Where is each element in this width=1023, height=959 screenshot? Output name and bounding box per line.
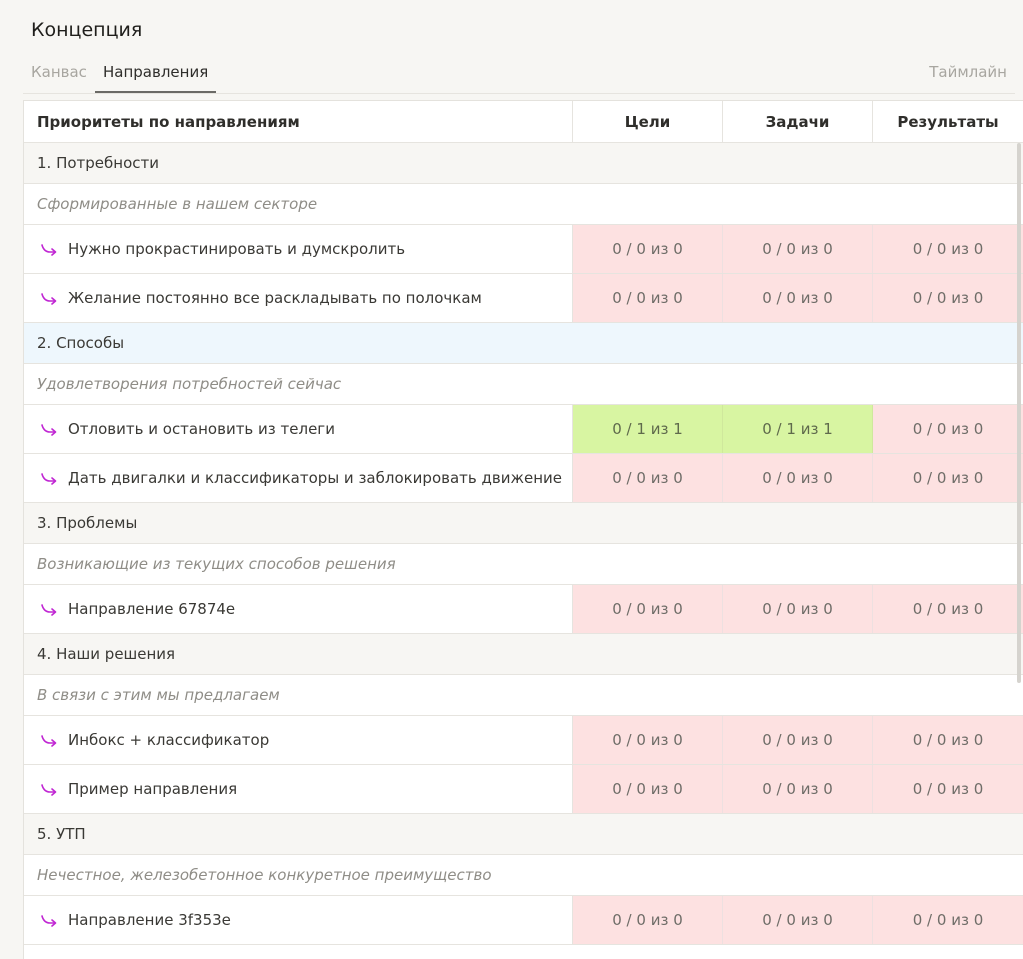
- header-goals: Цели: [573, 101, 723, 142]
- tabs-bar: Канвас Направления Таймлайн: [23, 58, 1015, 94]
- section-subtitle: В связи с этим мы предлагаем: [37, 686, 280, 704]
- direction-cell[interactable]: Желание постоянно все раскладывать по по…: [24, 274, 573, 322]
- tab-directions[interactable]: Направления: [95, 58, 217, 93]
- direction-name: Инбокс + классификатор: [68, 731, 270, 749]
- tasks-cell[interactable]: 0 / 0 из 0: [723, 585, 873, 633]
- goals-cell[interactable]: 0 / 0 из 0: [573, 585, 723, 633]
- section-subtitle-row: Возникающие из текущих способов решения: [24, 544, 1023, 585]
- section-subtitle-row: Нечестное, железобетонное конкуретное пр…: [24, 855, 1023, 896]
- direction-name: Нужно прокрастинировать и думскролить: [68, 240, 406, 258]
- goals-cell[interactable]: 0 / 0 из 0: [573, 454, 723, 502]
- section-row[interactable]: 1. Потребности: [24, 143, 1023, 184]
- direction-name: Направление 3f353e: [68, 911, 231, 929]
- tasks-cell[interactable]: 0 / 0 из 0: [723, 225, 873, 273]
- tasks-cell[interactable]: 0 / 0 из 0: [723, 454, 873, 502]
- page-title: Концепция: [31, 19, 143, 41]
- section-row[interactable]: 3. Проблемы: [24, 503, 1023, 544]
- section-subtitle-row: Сформированные в нашем секторе: [24, 184, 1023, 225]
- direction-cell[interactable]: Инбокс + классификатор: [24, 716, 573, 764]
- direction-name: Дать двигалки и классификаторы и заблоки…: [68, 469, 562, 487]
- table-row[interactable]: Дать двигалки и классификаторы и заблоки…: [24, 454, 1023, 503]
- goals-cell[interactable]: 0 / 1 из 1: [573, 405, 723, 453]
- results-cell[interactable]: 0 / 0 из 0: [873, 405, 1023, 453]
- tasks-cell[interactable]: 0 / 0 из 0: [723, 765, 873, 813]
- section-row[interactable]: 4. Наши решения: [24, 634, 1023, 675]
- direction-name: Отловить и остановить из телеги: [68, 420, 335, 438]
- results-cell[interactable]: 0 / 0 из 0: [873, 716, 1023, 764]
- curved-arrow-icon: [41, 915, 57, 927]
- direction-name: Направление 67874e: [68, 600, 236, 618]
- table-header-row: Приоритеты по направлениям Цели Задачи Р…: [24, 101, 1023, 143]
- direction-cell[interactable]: Отловить и остановить из телеги: [24, 405, 573, 453]
- tab-canvas[interactable]: Канвас: [31, 63, 87, 81]
- section-row[interactable]: 5. УТП: [24, 814, 1023, 855]
- section-title: 5. УТП: [37, 825, 86, 843]
- tasks-cell[interactable]: 0 / 0 из 0: [723, 716, 873, 764]
- goals-cell[interactable]: 0 / 0 из 0: [573, 716, 723, 764]
- section-subtitle-row: В связи с этим мы предлагаем: [24, 675, 1023, 716]
- results-cell[interactable]: 0 / 0 из 0: [873, 274, 1023, 322]
- goals-cell[interactable]: 0 / 0 из 0: [573, 765, 723, 813]
- direction-name: Желание постоянно все раскладывать по по…: [68, 289, 482, 307]
- curved-arrow-icon: [41, 424, 57, 436]
- section-row[interactable]: 2. Способы: [24, 323, 1023, 364]
- section-subtitle: Сформированные в нашем секторе: [37, 195, 318, 213]
- header-priorities: Приоритеты по направлениям: [24, 101, 573, 142]
- curved-arrow-icon: [41, 604, 57, 616]
- direction-cell[interactable]: Направление 67874e: [24, 585, 573, 633]
- header-results: Результаты: [897, 112, 999, 131]
- table-body: 1. Потребности Сформированные в нашем сек…: [24, 143, 1023, 945]
- table-row[interactable]: Отловить и остановить из телеги 0 / 1 из …: [24, 405, 1023, 454]
- results-cell[interactable]: 0 / 0 из 0: [873, 585, 1023, 633]
- section-title: 1. Потребности: [37, 154, 159, 172]
- direction-cell[interactable]: Пример направления: [24, 765, 573, 813]
- goals-cell[interactable]: 0 / 0 из 0: [573, 896, 723, 944]
- results-cell[interactable]: 0 / 0 из 0: [873, 225, 1023, 273]
- table-row[interactable]: Нужно прокрастинировать и думскролить 0 /…: [24, 225, 1023, 274]
- results-cell[interactable]: 0 / 0 из 0: [873, 765, 1023, 813]
- section-subtitle-row: Удовлетворения потребностей сейчас: [24, 364, 1023, 405]
- tab-timeline[interactable]: Таймлайн: [929, 63, 1007, 81]
- table-scrollbar[interactable]: [1017, 143, 1021, 683]
- priorities-table: Приоритеты по направлениям Цели Задачи Р…: [23, 100, 1023, 959]
- tasks-cell[interactable]: 0 / 0 из 0: [723, 274, 873, 322]
- tasks-cell[interactable]: 0 / 1 из 1: [723, 405, 873, 453]
- direction-cell[interactable]: Направление 3f353e: [24, 896, 573, 944]
- curved-arrow-icon: [41, 735, 57, 747]
- curved-arrow-icon: [41, 293, 57, 305]
- curved-arrow-icon: [41, 784, 57, 796]
- direction-cell[interactable]: Нужно прокрастинировать и думскролить: [24, 225, 573, 273]
- curved-arrow-icon: [41, 473, 57, 485]
- section-title: 3. Проблемы: [37, 514, 138, 532]
- direction-name: Пример направления: [68, 780, 238, 798]
- direction-cell[interactable]: Дать двигалки и классификаторы и заблоки…: [24, 454, 573, 502]
- curved-arrow-icon: [41, 244, 57, 256]
- results-cell[interactable]: 0 / 0 из 0: [873, 454, 1023, 502]
- section-subtitle: Нечестное, железобетонное конкуретное пр…: [37, 866, 492, 884]
- tasks-cell[interactable]: 0 / 0 из 0: [723, 896, 873, 944]
- section-title: 4. Наши решения: [37, 645, 176, 663]
- section-subtitle: Возникающие из текущих способов решения: [37, 555, 396, 573]
- header-tasks: Задачи: [723, 101, 873, 142]
- results-cell[interactable]: 0 / 0 из 0: [873, 896, 1023, 944]
- table-row[interactable]: Желание постоянно все раскладывать по по…: [24, 274, 1023, 323]
- goals-cell[interactable]: 0 / 0 из 0: [573, 225, 723, 273]
- section-title: 2. Способы: [37, 334, 125, 352]
- goals-cell[interactable]: 0 / 0 из 0: [573, 274, 723, 322]
- section-subtitle: Удовлетворения потребностей сейчас: [37, 375, 342, 393]
